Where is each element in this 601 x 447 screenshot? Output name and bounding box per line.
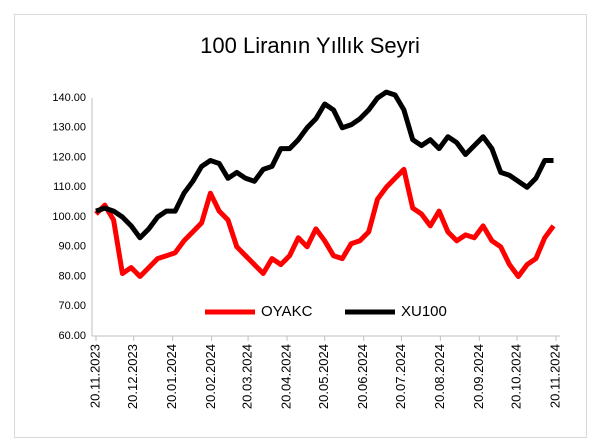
chart-title: 100 Liranın Yıllık Seyri (200, 33, 420, 58)
y-tick-label: 120.00 (52, 151, 86, 163)
y-tick-label: 70.00 (58, 300, 86, 312)
y-tick-label: 60.00 (58, 330, 86, 342)
series-line (95, 89, 554, 241)
y-tick-label: 90.00 (58, 241, 86, 253)
chart-border (14, 14, 587, 438)
y-tick-label: 80.00 (58, 270, 86, 282)
x-tick-label: 20.11.2024 (547, 344, 562, 408)
y-tick-label: 110.00 (53, 181, 86, 193)
x-tick-label: 20.02.2024 (203, 344, 218, 409)
x-tick-label: 20.05.2024 (316, 344, 331, 409)
x-tick-label: 20.03.2024 (240, 344, 255, 409)
y-tick-label: 140.00 (52, 92, 86, 104)
y-tick-label: 100.00 (52, 211, 86, 223)
x-tick-label: 20.07.2024 (393, 344, 408, 409)
x-tick-label: 20.06.2024 (355, 344, 370, 409)
x-tick-label: 20.08.2024 (432, 344, 447, 409)
x-tick-label: 20.12.2023 (125, 344, 140, 409)
x-tick-label: 20.04.2024 (278, 344, 293, 409)
x-tick-label: 20.10.2024 (508, 344, 523, 409)
y-tick-label: 130.00 (52, 122, 86, 134)
x-tick-label: 20.09.2024 (471, 344, 486, 409)
series-line (94, 166, 556, 279)
x-tick-label: 20.11.2023 (87, 344, 102, 408)
legend-label: OYAKC (261, 303, 313, 320)
x-tick-label: 20.01.2024 (164, 344, 179, 409)
legend-label: XU100 (401, 303, 447, 320)
